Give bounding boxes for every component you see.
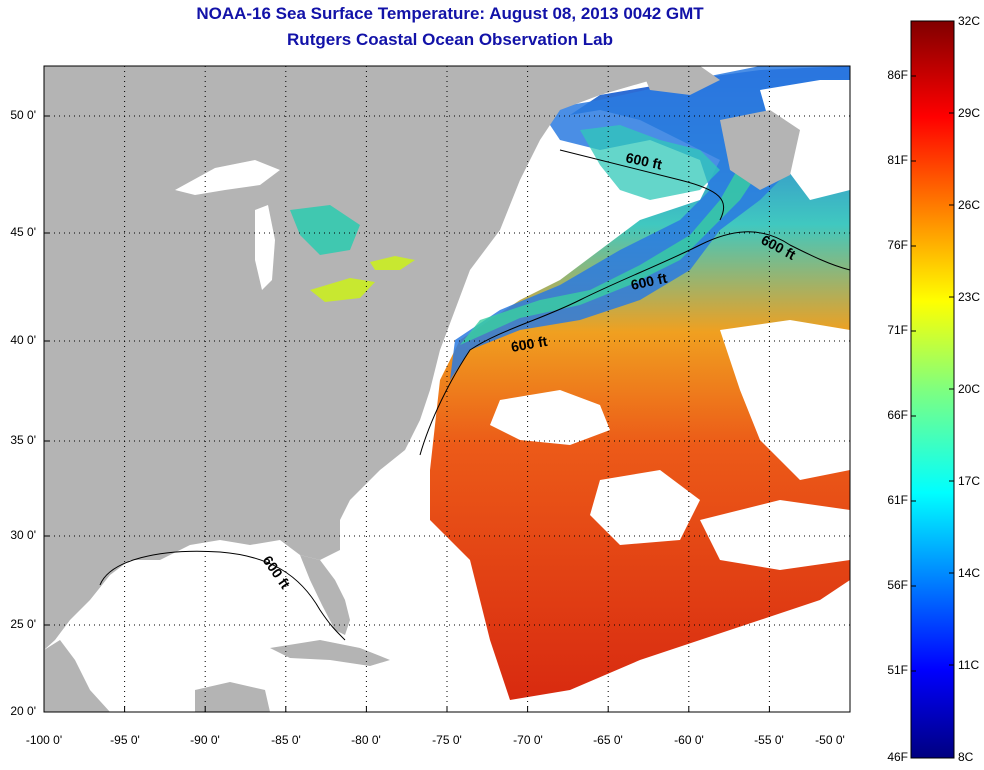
colorbar-c-label: 29C <box>958 106 981 120</box>
gulf-stream-green-band <box>460 165 760 345</box>
y-tick-label: 30 0' <box>10 528 36 542</box>
x-tick-label: -55 0' <box>754 733 784 747</box>
florida-peninsula <box>300 555 350 635</box>
x-tick-label: -75 0' <box>432 733 462 747</box>
y-tick-label: 35 0' <box>10 433 36 447</box>
colorbar-f-label: 66F <box>887 408 908 422</box>
axis-ticks <box>44 115 770 712</box>
y-tick-label: 20 0' <box>10 704 36 718</box>
colorbar-c-label: 23C <box>958 290 981 304</box>
colorbar-ticks <box>911 75 954 672</box>
colorbar-f-label: 61F <box>887 493 908 507</box>
yucatan <box>195 682 270 712</box>
colorbar-f-label: 71F <box>887 323 908 337</box>
colorbar-c-label: 8C <box>958 750 974 764</box>
contour-600ft <box>99 149 851 641</box>
contour-label: 600 ft <box>510 333 549 355</box>
colorbar-f-label: 76F <box>887 238 908 252</box>
colorbar-c-label: 20C <box>958 382 981 396</box>
lake-michigan <box>255 205 275 290</box>
x-tick-label: -60 0' <box>674 733 704 747</box>
colorbar-f-label: 46F <box>887 750 908 764</box>
y-tick-label: 25 0' <box>10 617 36 631</box>
colorbar <box>910 20 955 759</box>
cloud-patch <box>700 500 850 570</box>
map-title: NOAA-16 Sea Surface Temperature: August … <box>196 4 704 23</box>
colorbar-c-label: 32C <box>958 14 981 28</box>
colorbar-f-label: 51F <box>887 663 908 677</box>
contour-label: 600 ft <box>629 270 668 293</box>
x-tick-label: -95 0' <box>110 733 140 747</box>
cuba <box>270 640 390 666</box>
north-america-land <box>44 66 700 650</box>
cloud-patch <box>490 390 610 445</box>
x-tick-label: -50 0' <box>815 733 845 747</box>
cloud-patch <box>760 80 850 200</box>
cloud-patch <box>590 470 700 545</box>
greenland-newfoundland <box>640 66 720 95</box>
x-tick-label: -90 0' <box>190 733 220 747</box>
lake-erie <box>310 278 375 302</box>
y-tick-label: 40 0' <box>10 333 36 347</box>
cloud-patch <box>720 320 850 480</box>
colorbar-f-label: 86F <box>887 68 908 82</box>
lake-huron <box>290 205 360 255</box>
colorbar-f-label: 81F <box>887 153 908 167</box>
mexico-land <box>44 640 110 712</box>
colorbar-c-label: 11C <box>958 658 980 672</box>
y-tick-label: 50 0' <box>10 108 36 122</box>
y-tick-label: 45 0' <box>10 225 36 239</box>
colorbar-c-label: 14C <box>958 566 981 580</box>
lake-superior <box>175 160 280 195</box>
x-tick-label: -70 0' <box>513 733 543 747</box>
newfoundland <box>720 110 800 190</box>
lake-ontario <box>370 256 415 270</box>
colorbar-c-label: 26C <box>958 198 981 212</box>
contour-label: 600 ft <box>624 149 663 172</box>
colorbar-f-label: 56F <box>887 578 908 592</box>
x-tick-label: -100 0' <box>25 733 63 747</box>
x-tick-label: -80 0' <box>351 733 381 747</box>
x-tick-label: -65 0' <box>593 733 623 747</box>
colorbar-c-label: 17C <box>958 474 981 488</box>
x-tick-label: -85 0' <box>271 733 301 747</box>
map-subtitle: Rutgers Coastal Ocean Observation Lab <box>287 30 613 49</box>
